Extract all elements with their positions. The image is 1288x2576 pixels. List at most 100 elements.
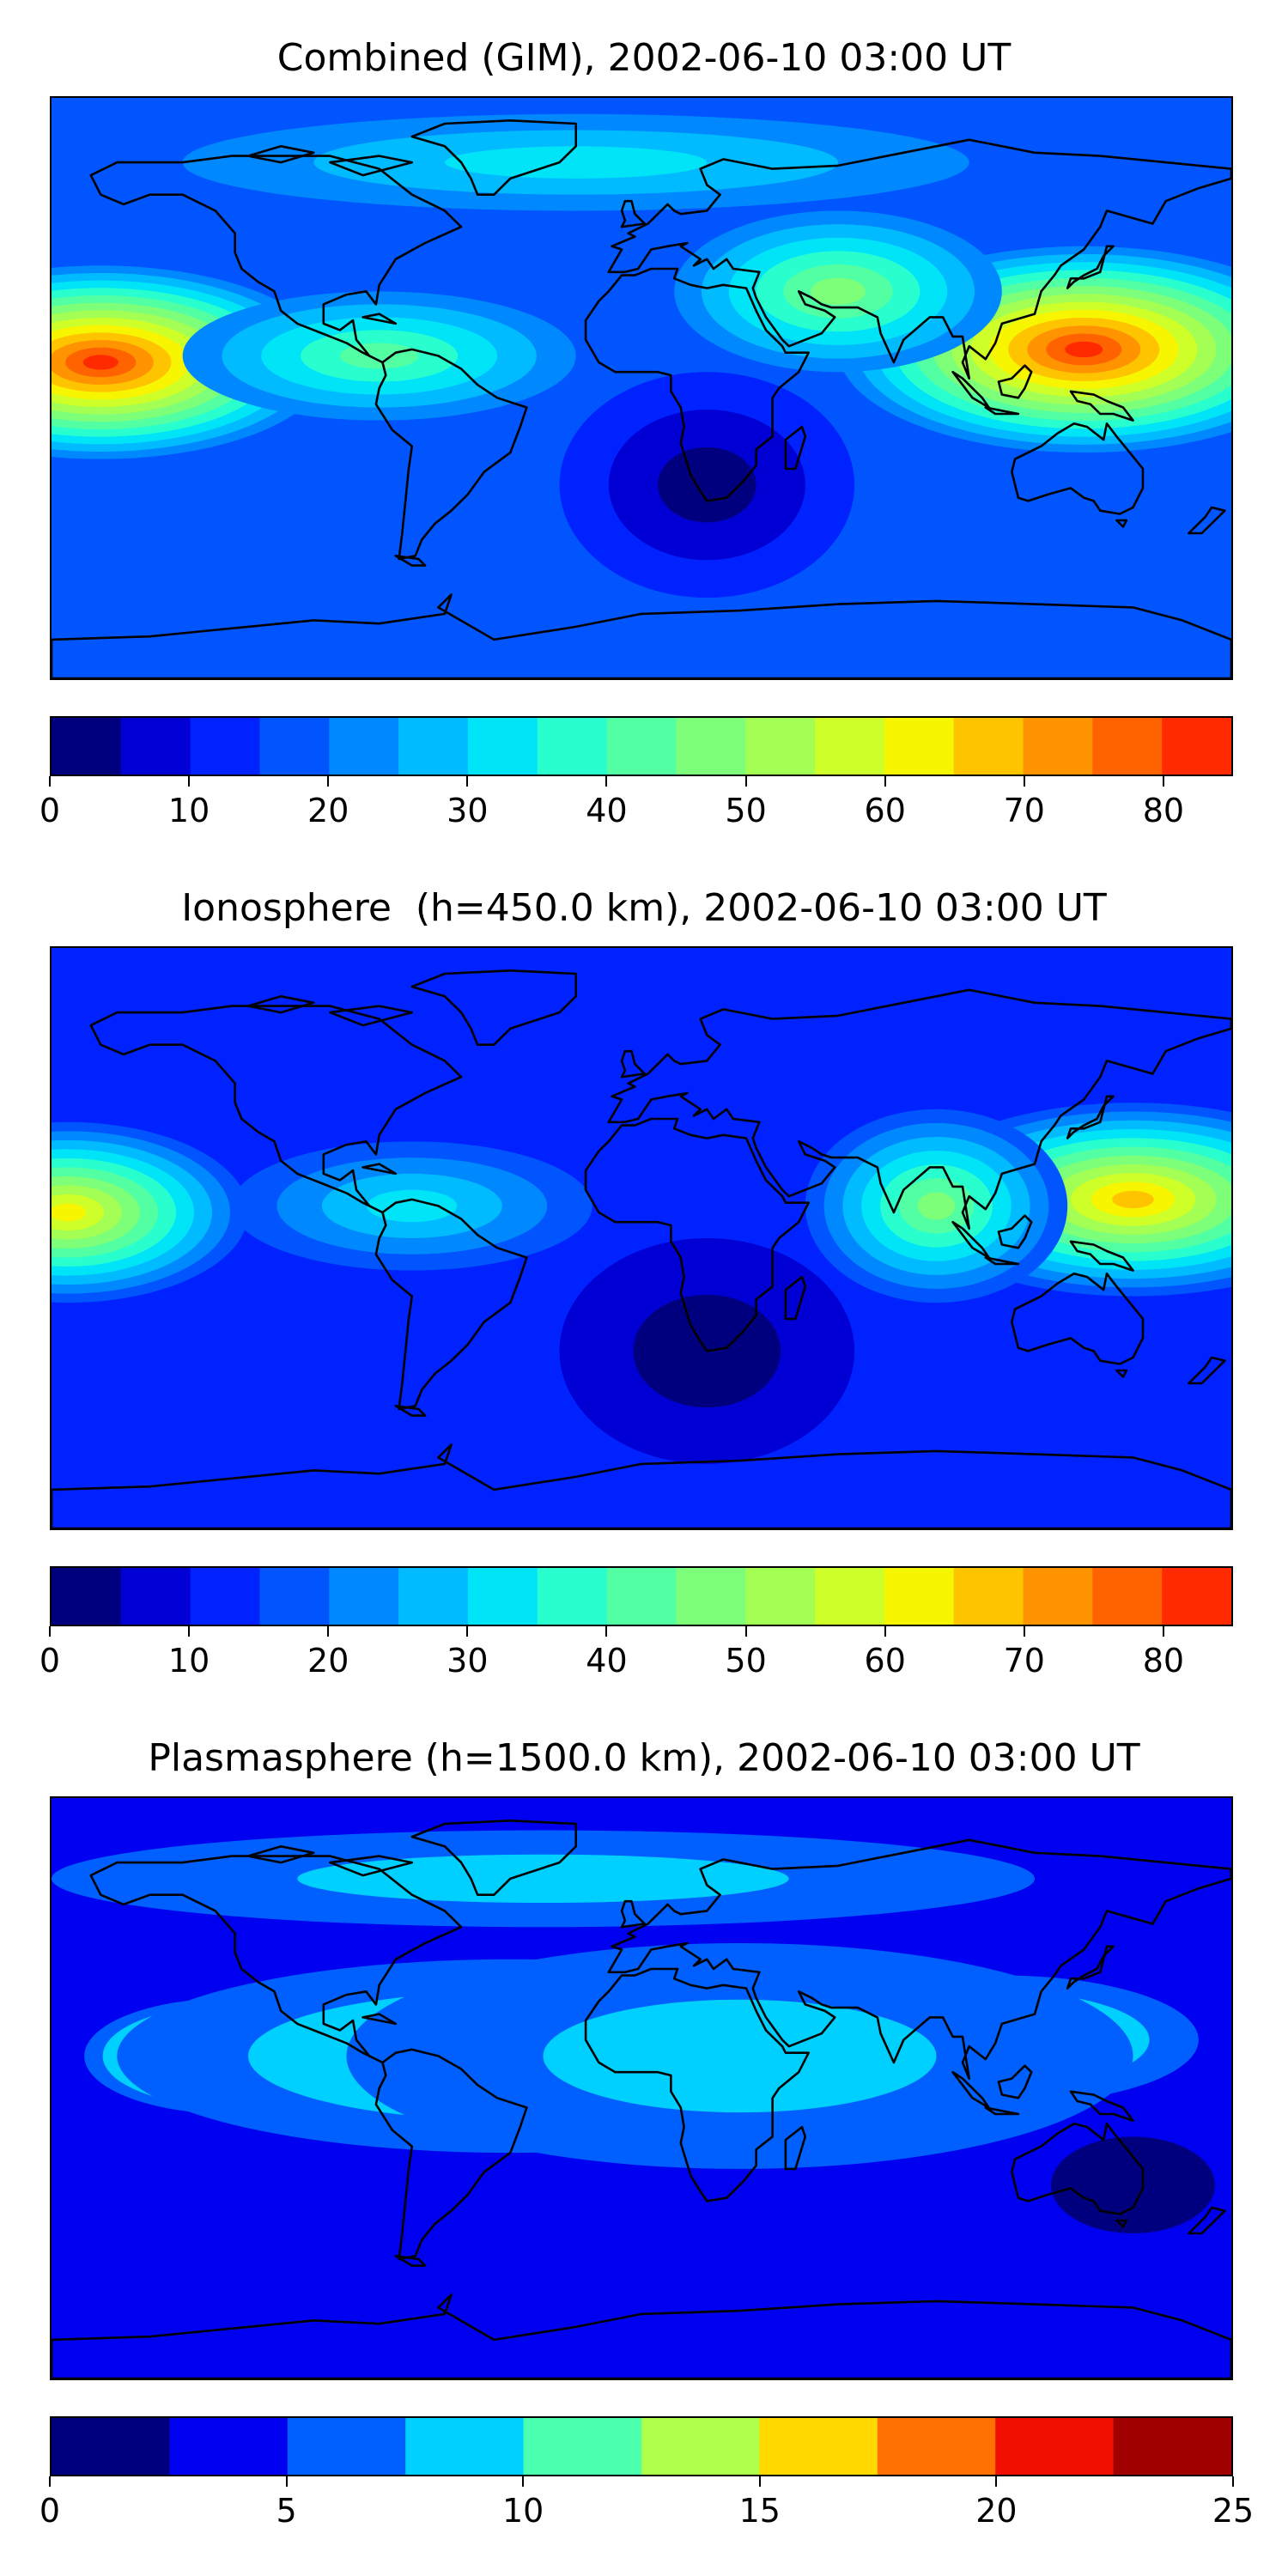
colorbar-swatch [815, 1568, 885, 1625]
colorbar-tick [995, 2476, 998, 2487]
coastline [984, 406, 1020, 416]
colorbar-tick [466, 776, 469, 787]
coastline [246, 144, 315, 164]
colorbar-swatches [52, 2418, 1231, 2475]
coastline [1188, 2206, 1226, 2235]
colorbar-tick-label: 15 [738, 2492, 781, 2530]
colorbar-swatch [1092, 1568, 1163, 1625]
coastline [1188, 506, 1226, 535]
colorbar-swatch [1162, 1568, 1231, 1625]
colorbar-tick [49, 776, 51, 787]
colorbar-tick-label: 10 [167, 1642, 210, 1680]
panel-title: Ionosphere (h=450.0 km), 2002-06-10 03:0… [181, 886, 1107, 930]
colorbar-swatch [606, 718, 677, 775]
coastline [607, 1838, 1231, 2081]
colorbar-swatch [745, 1568, 816, 1625]
contour-level [1112, 1190, 1154, 1209]
contour-map [52, 948, 1231, 1528]
colorbar-swatch [953, 718, 1024, 775]
coastline [1115, 519, 1128, 528]
colorbar-swatch [52, 2418, 170, 2475]
colorbar-plasmasphere [50, 2416, 1233, 2476]
colorbar-ticks: 0 10 20 30 40 50 60 70 80 [39, 1626, 1233, 1680]
coastline [1011, 1272, 1145, 1365]
coastline [394, 1404, 427, 1417]
colorbar-swatch [467, 1568, 538, 1625]
panel-combined: Combined (GIM), 2002-06-10 03:00 UT 0 10 2… [0, 0, 1288, 859]
colorbar-swatch [1092, 718, 1163, 775]
coastline [1066, 245, 1115, 289]
colorbar-tick-label: 0 [39, 2492, 61, 2530]
colorbar-swatch [52, 1568, 122, 1625]
coastline [329, 155, 414, 177]
colorbar-tick-label: 0 [39, 792, 61, 829]
coastline [89, 1005, 463, 1214]
colorbar-tick [1162, 776, 1164, 787]
colorbar-tick-label: 70 [1003, 1642, 1045, 1680]
coastline [246, 1844, 315, 1864]
colorbar-swatch [467, 718, 538, 775]
colorbar-tick-label: 40 [586, 1642, 628, 1680]
colorbar-swatch [1162, 718, 1231, 775]
colorbar-swatch [537, 1568, 608, 1625]
colorbar-swatch [329, 718, 399, 775]
coastline [329, 1005, 414, 1027]
colorbar-swatch [995, 2418, 1115, 2475]
colorbar-tick-label: 30 [447, 1642, 489, 1680]
colorbar-tick-label: 70 [1003, 792, 1045, 829]
coastline [329, 1855, 414, 1877]
contour-level [543, 1999, 937, 2113]
contour-blob [182, 291, 576, 421]
coastline [951, 2070, 990, 2109]
colorbar-tick-label: 25 [1212, 2492, 1255, 2530]
coastline [620, 1899, 647, 1929]
coastline [1188, 1356, 1226, 1385]
coastline [607, 138, 1231, 380]
coastline [1066, 1945, 1115, 1990]
colorbar-tick [1023, 1626, 1025, 1637]
coastline [584, 1967, 811, 2202]
colorbar-swatch [52, 718, 122, 775]
contour-blob [52, 1830, 1035, 1928]
panel-title: Plasmasphere (h=1500.0 km), 2002-06-10 0… [148, 1736, 1140, 1780]
coastline [997, 1214, 1033, 1249]
colorbar-tick [758, 2476, 761, 2487]
contour-blob [805, 1109, 1068, 1303]
colorbar-tick [327, 1626, 330, 1637]
coastline [984, 2106, 1020, 2116]
coastline [1069, 2090, 1134, 2122]
coastline [1011, 2122, 1145, 2215]
contour-map [52, 1798, 1231, 2379]
colorbar-tick [884, 776, 886, 787]
colorbar-swatch [759, 2418, 878, 2475]
coastline [246, 994, 315, 1014]
colorbar-swatches [52, 718, 1231, 775]
colorbar-swatch [190, 1568, 261, 1625]
colorbar-swatch [606, 1568, 677, 1625]
colorbar-swatch [1023, 1568, 1093, 1625]
colorbar-tick-label: 60 [864, 1642, 906, 1680]
coastline [89, 1855, 463, 2064]
colorbar-tick [522, 2476, 525, 2487]
colorbar-tick-label: 10 [167, 792, 210, 829]
coastline [1066, 1095, 1115, 1139]
contour-level [445, 146, 708, 179]
panel-ionosphere: Ionosphere (h=450.0 km), 2002-06-10 03:0… [0, 0, 1288, 1680]
colorbar-swatch [676, 1568, 746, 1625]
colorbar-ticks: 0 5 10 15 20 25 [39, 2476, 1254, 2530]
colorbar-swatch [398, 1568, 469, 1625]
contour-map [52, 98, 1231, 678]
colorbar-swatch [877, 2418, 996, 2475]
coastlines [52, 969, 1231, 1528]
map-plasmasphere [50, 1796, 1233, 2380]
colorbar-swatch [259, 1568, 330, 1625]
colorbar-tick [884, 1626, 886, 1637]
coastline [394, 554, 427, 567]
contour-blob [346, 1943, 1133, 2169]
colorbar-swatch [398, 718, 469, 775]
colorbar-tick-label: 10 [502, 2492, 544, 2530]
colorbar-swatch [953, 1568, 1024, 1625]
coastline [951, 1220, 990, 1259]
coastline [784, 1275, 807, 1321]
